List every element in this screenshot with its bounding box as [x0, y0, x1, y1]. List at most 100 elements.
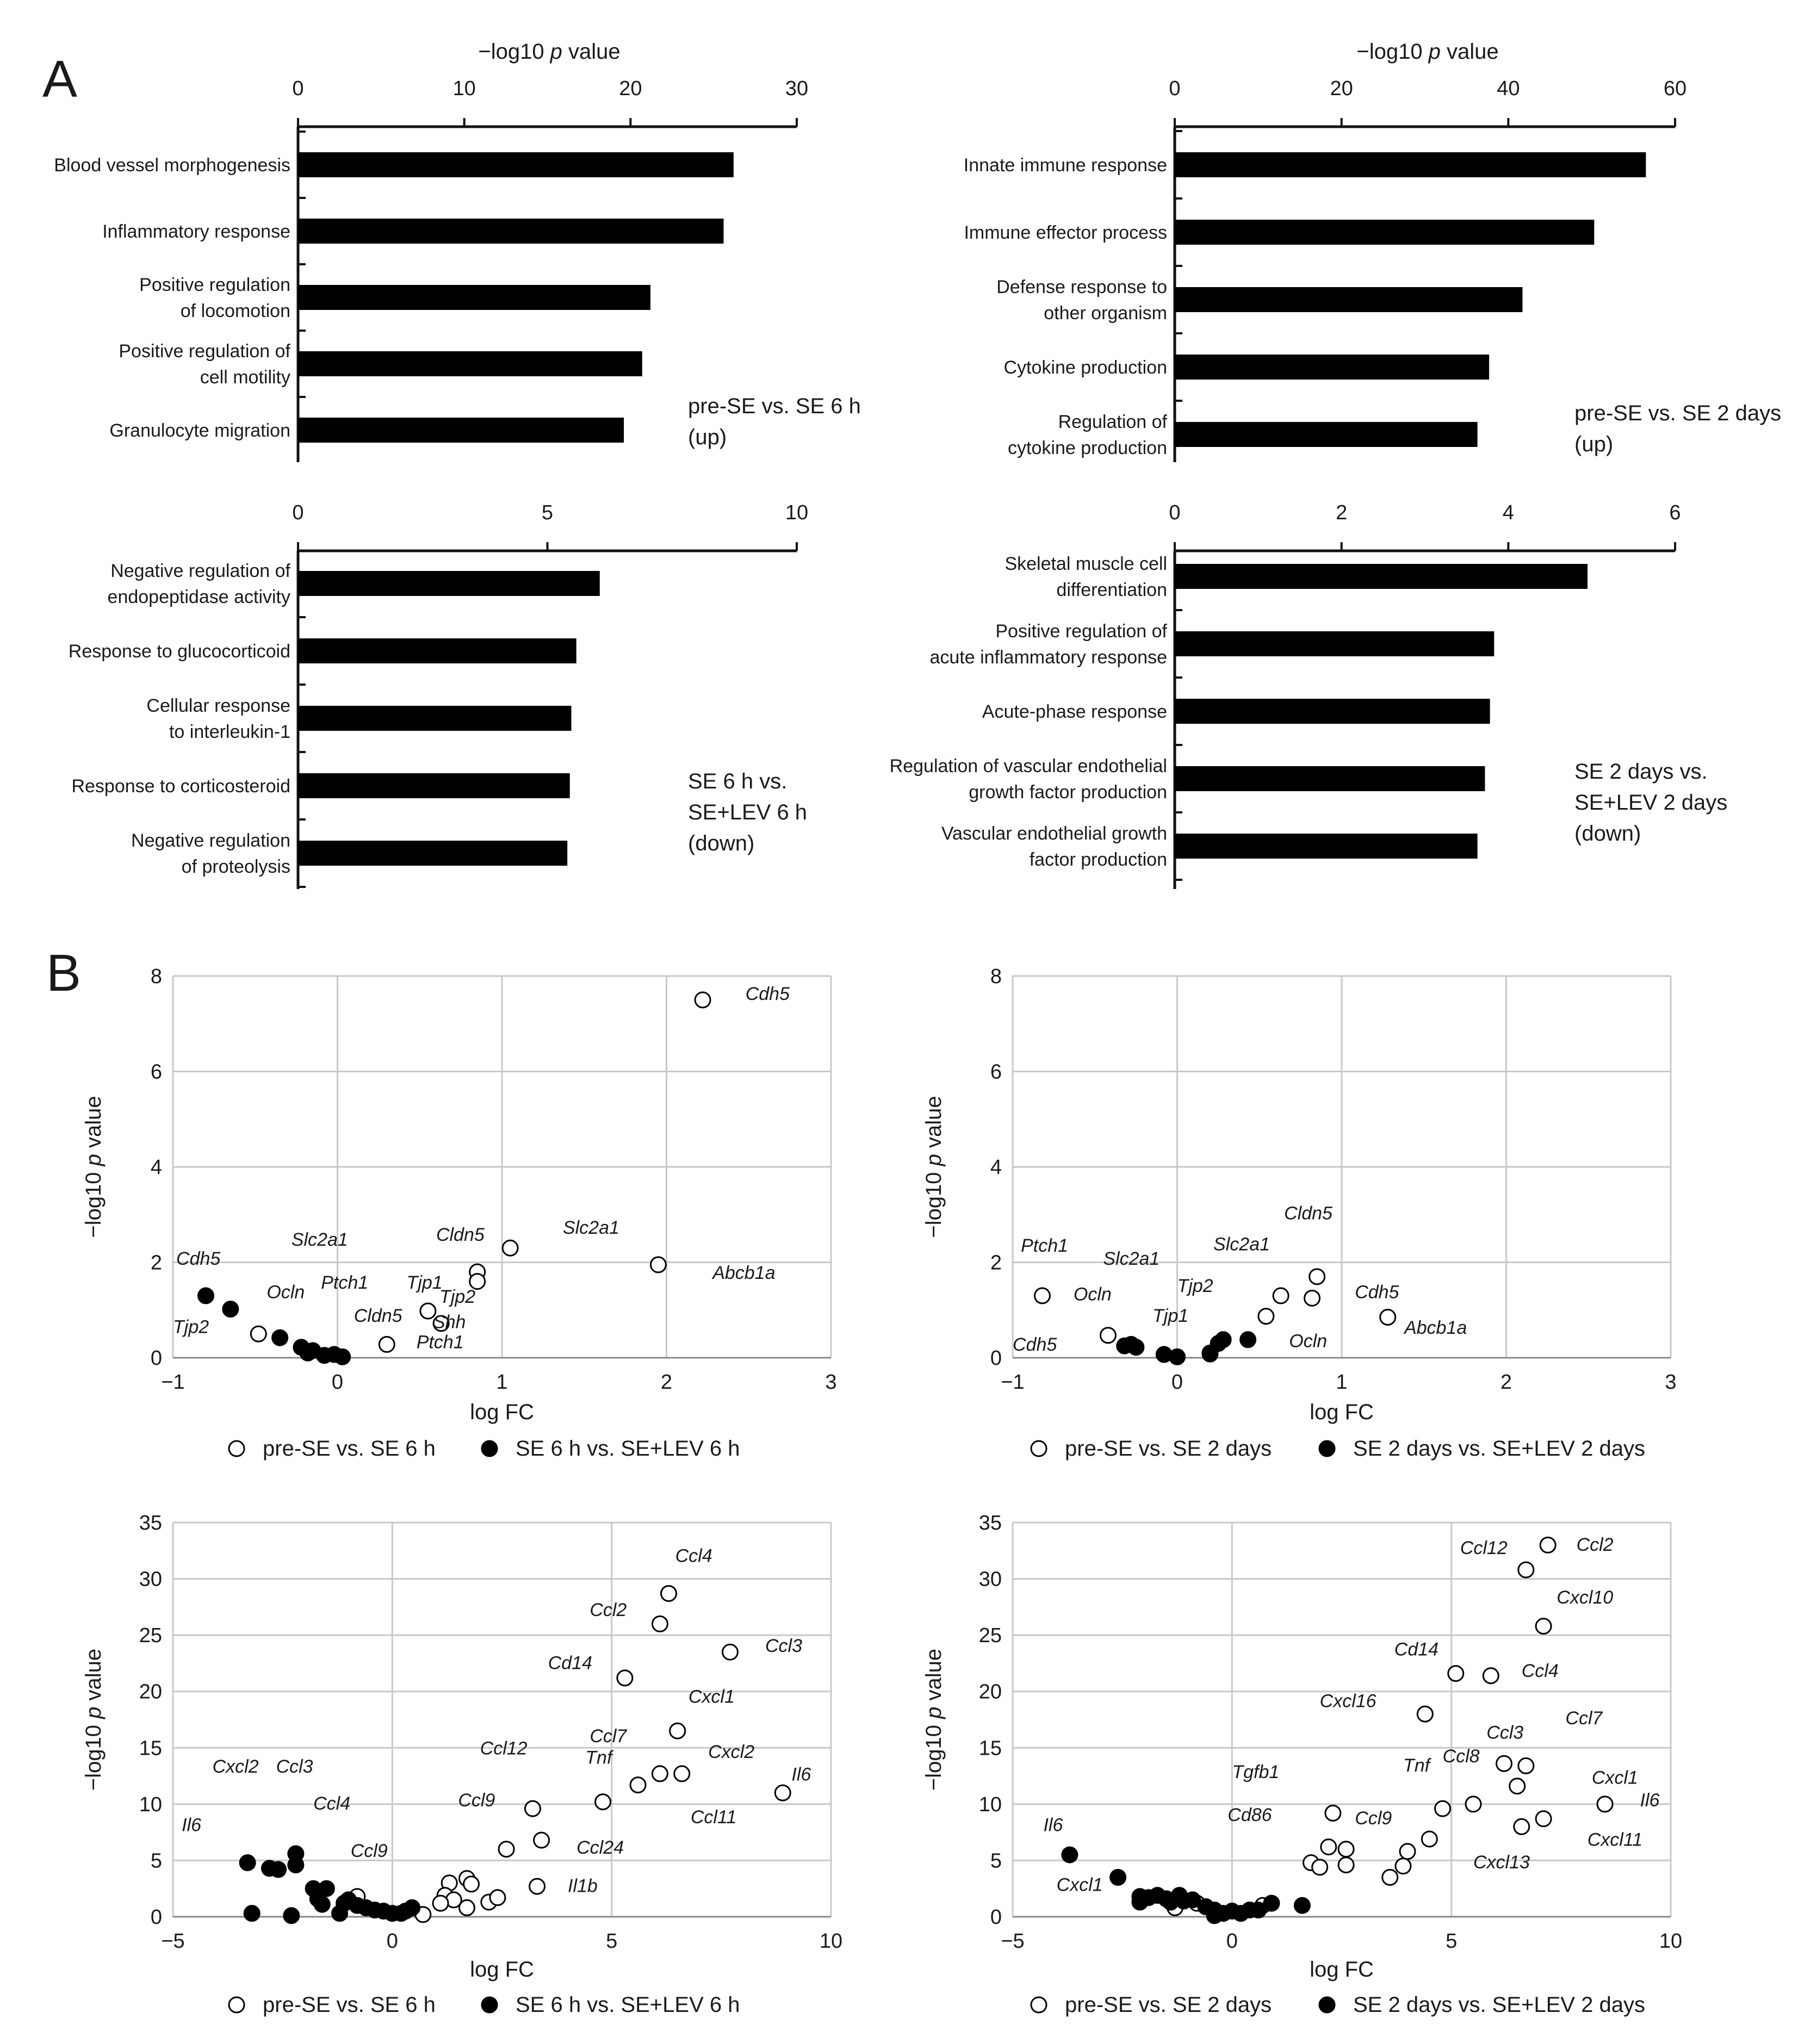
- category-label: Granulocyte migration: [109, 420, 290, 441]
- gene-label: Slc2a1: [1213, 1234, 1270, 1255]
- gene-label: Ptch1: [1021, 1235, 1068, 1256]
- gene-label: Cxcl13: [1473, 1852, 1530, 1873]
- y-tick-label: 25: [979, 1624, 1002, 1647]
- point-open: [1513, 1818, 1530, 1835]
- x-tick-label: 0: [387, 1930, 398, 1953]
- panel-letter-a: A: [42, 50, 77, 108]
- point-open: [1379, 1308, 1397, 1326]
- x-tick-label: 0: [292, 501, 303, 524]
- point-open: [673, 1765, 691, 1782]
- gene-label: Ccl24: [576, 1837, 624, 1858]
- bar: [298, 351, 642, 376]
- gene-label: Cdh5: [746, 984, 790, 1004]
- x-tick-label: −5: [1001, 1930, 1024, 1953]
- gene-label: Ccl11: [691, 1807, 736, 1828]
- x-axis-title: log FC: [470, 1400, 534, 1424]
- gene-label: Ccl7: [1565, 1708, 1603, 1729]
- y-tick-label: 25: [139, 1624, 162, 1647]
- y-tick-label: 5: [151, 1849, 162, 1872]
- point-open: [1309, 1268, 1326, 1285]
- x-axis-title: log FC: [1310, 1958, 1374, 1981]
- category-label: cytokine production: [1008, 438, 1167, 458]
- x-tick-label: 6: [1669, 501, 1681, 524]
- y-tick-label: 8: [990, 965, 1002, 988]
- panel-letter-b: B: [46, 944, 81, 1002]
- category-label: cell motility: [200, 367, 290, 388]
- point-open: [1465, 1796, 1482, 1813]
- bar-chart-pre-se-vs-se-2days: 0 20 40 60 −log10 p value Innate immune respo…: [964, 40, 1781, 462]
- bar-chart-pre-se-vs-se-6h: 0 10 20 30 −log10 p value Blood vessel morpho…: [54, 40, 861, 462]
- x-tick-label: 10: [453, 77, 476, 100]
- y-tick-label: 0: [990, 1906, 1002, 1929]
- x-axis-title: log FC: [1310, 1400, 1374, 1424]
- point-filled: [243, 1905, 261, 1922]
- comparison-note: SE+LEV 2 days: [1574, 791, 1727, 815]
- y-tick-label: 0: [151, 1906, 162, 1929]
- bar: [1175, 564, 1588, 589]
- point-open: [419, 1302, 437, 1320]
- category-label: factor production: [1030, 849, 1167, 870]
- category-label: differentiation: [1056, 580, 1167, 600]
- point-filled: [1116, 1337, 1133, 1355]
- point-open: [1517, 1757, 1535, 1774]
- point-open: [498, 1841, 515, 1858]
- y-tick-label: 30: [979, 1568, 1002, 1591]
- comparison-note: pre-SE vs. SE 2 days: [1574, 401, 1781, 425]
- comparison-note: SE+LEV 6 h: [688, 800, 807, 824]
- category-label: Negative regulation of: [110, 561, 290, 581]
- category-label: Response to glucocorticoid: [69, 641, 290, 662]
- bar-chart-se-2days-vs-lev-2days: 0 2 4 6 Skeletal muscle cell differentiation P…: [890, 501, 1727, 889]
- gene-label: Ocln: [266, 1282, 305, 1302]
- bar: [1175, 699, 1490, 724]
- point-open: [1304, 1289, 1321, 1307]
- y-tick-label: 15: [139, 1737, 162, 1760]
- gene-label: Tjp2: [1177, 1276, 1213, 1296]
- x-tick-label: −1: [1001, 1371, 1024, 1394]
- comparison-note: (up): [1574, 432, 1613, 456]
- gene-label: Ocln: [1289, 1331, 1327, 1352]
- category-label: Innate immune response: [964, 155, 1167, 176]
- gene-label: Il6: [1640, 1790, 1660, 1811]
- point-open: [774, 1784, 791, 1801]
- x-tick-label: 1: [1336, 1371, 1347, 1394]
- legend-marker-filled: [481, 1996, 498, 2014]
- y-tick-label: 4: [990, 1156, 1002, 1179]
- point-filled: [283, 1907, 300, 1924]
- category-label: other organism: [1044, 303, 1167, 324]
- gene-label: Ccl12: [480, 1738, 528, 1759]
- category-label: Acute-phase response: [982, 701, 1167, 722]
- point-open: [1272, 1287, 1289, 1304]
- gene-label: Ccl3: [765, 1636, 802, 1656]
- bar: [298, 706, 572, 731]
- point-open: [669, 1722, 686, 1739]
- y-tick-label: 10: [979, 1793, 1002, 1816]
- x-tick-label: 20: [1330, 77, 1353, 100]
- point-open: [1337, 1856, 1355, 1874]
- gene-label: Ccl7: [590, 1726, 627, 1747]
- category-label: Vascular endothelial growth: [941, 823, 1167, 844]
- point-open: [1482, 1667, 1499, 1685]
- legend-label: SE 2 days vs. SE+LEV 2 days: [1353, 1437, 1645, 1461]
- comparison-note: (down): [688, 831, 754, 855]
- gene-label: Abcb1a: [711, 1263, 775, 1283]
- x-tick-label: 1: [496, 1371, 507, 1394]
- point-open: [1596, 1796, 1614, 1813]
- gene-label: Ccl9: [1355, 1808, 1392, 1829]
- y-tick-label: 2: [990, 1252, 1002, 1275]
- point-open: [432, 1315, 450, 1332]
- category-label: Regulation of: [1058, 412, 1168, 432]
- gene-label: Tjp1: [407, 1272, 443, 1293]
- point-open: [463, 1875, 480, 1893]
- legend-marker-filled: [1318, 1440, 1336, 1457]
- point-filled: [334, 1348, 351, 1365]
- legend-label: SE 2 days vs. SE+LEV 2 days: [1353, 1993, 1645, 2017]
- x-tick-label: −1: [161, 1371, 184, 1394]
- point-filled: [299, 1344, 317, 1362]
- category-label: Positive regulation of: [119, 341, 290, 362]
- point-open: [524, 1800, 541, 1817]
- x-tick-label: 2: [1336, 501, 1347, 524]
